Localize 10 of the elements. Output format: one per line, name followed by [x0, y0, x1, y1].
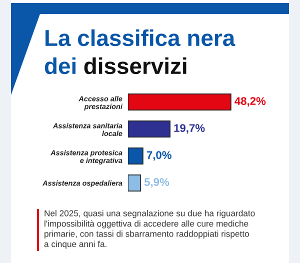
- chart-title: La classifica nera dei disservizi: [44, 29, 236, 74]
- text: Nel 2025, quasi una segnalazione su due ha riguardato l'impossibilità oggettiva di accedere alle cure mediche primarie, con tassi di sbarramento raddoppiati rispetto a cinque anni fa.: [44, 210, 255, 249]
- bar: [128, 93, 232, 111]
- bar: [128, 147, 144, 165]
- data-label: 19,7%: [174, 124, 205, 134]
- data-label: 5,9%: [144, 178, 170, 188]
- bar: [128, 120, 170, 138]
- data-label: 48,2%: [234, 97, 266, 107]
- bar: [128, 174, 142, 192]
- data-label: 7,0%: [146, 151, 172, 161]
